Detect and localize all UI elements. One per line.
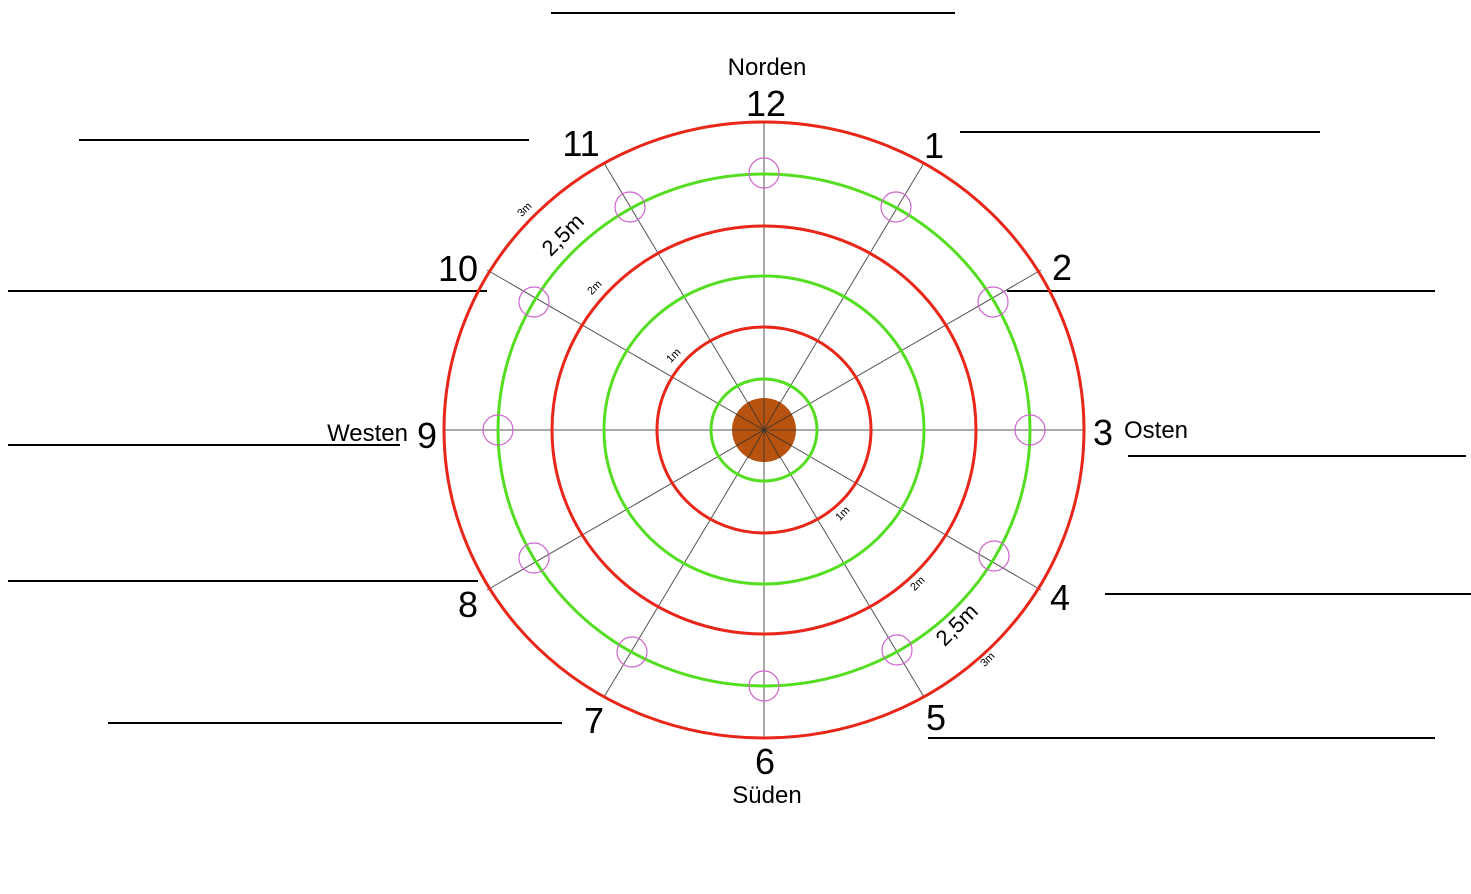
marker-2: [977, 286, 1009, 318]
ring-3m: [442, 120, 1086, 740]
hour-5: 5: [926, 697, 946, 738]
compass-labels: Norden Süden Osten Westen: [327, 54, 1188, 809]
hour-9: 9: [417, 415, 437, 456]
ring-2-5m: [496, 172, 1032, 688]
marker-12: [748, 157, 780, 189]
ring-2m: [550, 224, 978, 636]
hour-2: 2: [1052, 247, 1072, 288]
radius-label-3m-lower: 3m: [978, 650, 997, 669]
marker-6: [748, 670, 780, 702]
hour-7: 7: [584, 700, 604, 741]
hour-12: 12: [746, 83, 786, 124]
radius-label-1m-upper: 1m: [664, 346, 683, 365]
marker-5: [881, 634, 913, 666]
compass-north: Norden: [728, 54, 807, 81]
marker-8: [518, 542, 550, 574]
hour-6: 6: [755, 741, 775, 782]
hour-4: 4: [1050, 577, 1070, 618]
hour-8: 8: [458, 584, 478, 625]
rings: [442, 120, 1086, 740]
hour-3: 3: [1093, 412, 1113, 453]
compass-south: Süden: [732, 782, 801, 809]
plant-markers: [482, 157, 1046, 702]
radius-label-2m-upper: 2m: [585, 278, 604, 297]
ring-1m: [655, 325, 873, 535]
marker-11: [614, 191, 646, 223]
hour-11: 11: [562, 123, 599, 164]
hour-1: 1: [924, 125, 944, 166]
hour-labels: 12 1 2 3 4 5 6 7 8 9 10 11: [417, 83, 1113, 782]
marker-1: [880, 191, 912, 223]
marker-7: [616, 636, 648, 668]
compass-east: Osten: [1124, 417, 1188, 444]
ring-0-5m: [709, 377, 819, 483]
marker-10: [518, 286, 550, 318]
compass-west: Westen: [327, 420, 408, 447]
radius-label-2-5m-upper: 2,5m: [537, 209, 589, 261]
trunk-lines: [732, 398, 796, 462]
radius-label-2-5m-lower: 2,5m: [931, 599, 983, 651]
trunk-line-d4: [735, 413, 793, 447]
ring-1-5m: [602, 274, 926, 586]
marker-3: [1014, 414, 1046, 446]
marker-9: [482, 414, 514, 446]
answer-lines: [8, 12, 1471, 739]
marker-4: [978, 540, 1010, 572]
hour-10: 10: [438, 248, 478, 289]
